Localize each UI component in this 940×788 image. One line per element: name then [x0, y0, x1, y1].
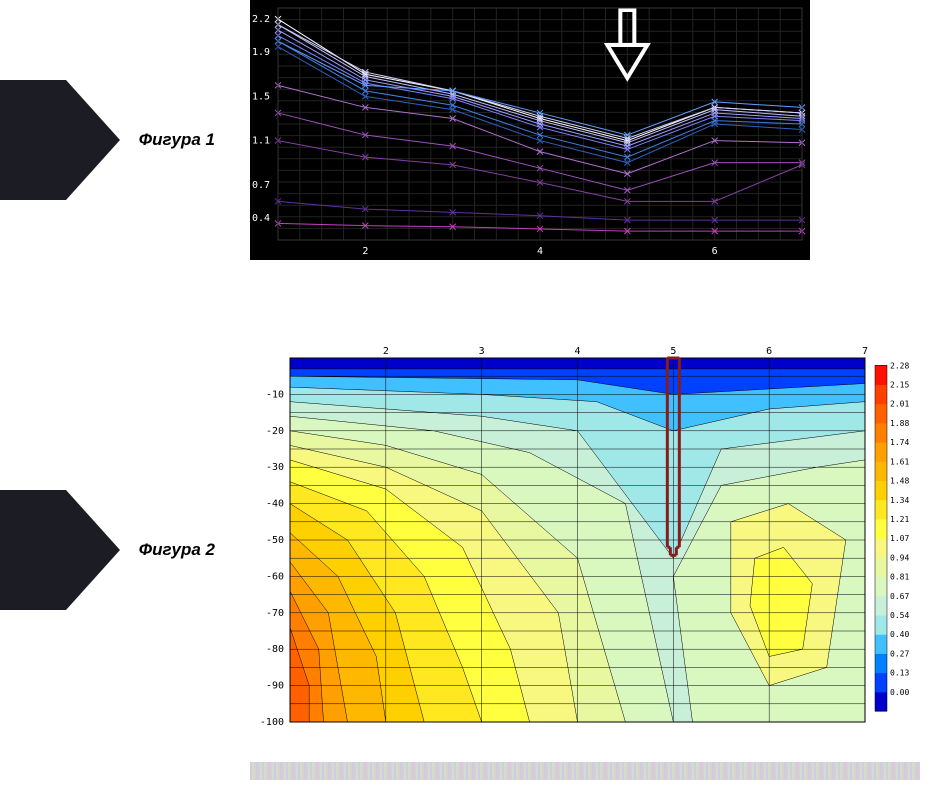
svg-text:7: 7	[862, 346, 868, 357]
svg-text:1.48: 1.48	[890, 477, 909, 486]
svg-text:0.13: 0.13	[890, 669, 909, 678]
svg-text:-70: -70	[266, 608, 284, 619]
svg-text:6: 6	[766, 346, 772, 357]
svg-text:5: 5	[670, 346, 676, 357]
svg-text:-60: -60	[266, 571, 284, 582]
svg-text:3: 3	[479, 346, 485, 357]
figure1-label-text: Фигура 1	[139, 130, 215, 150]
figure2-svg: 2 3 4 5 6 7 -10 -20 -30 -40 -50 -60 -70 -80 -90 -100 0.…	[250, 340, 920, 730]
figure2-contour-chart: 2 3 4 5 6 7 -10 -20 -30 -40 -50 -60 -70 -80 -90 -100 0.…	[250, 340, 920, 730]
svg-text:-20: -20	[266, 426, 284, 437]
svg-text:-50: -50	[266, 535, 284, 546]
svg-text:0.40: 0.40	[890, 630, 909, 639]
svg-text:1.07: 1.07	[890, 534, 909, 543]
svg-text:0.81: 0.81	[890, 573, 909, 582]
svg-text:0.00: 0.00	[890, 688, 909, 697]
svg-text:0.4: 0.4	[252, 213, 270, 224]
svg-text:2: 2	[383, 346, 389, 357]
svg-text:1.88: 1.88	[890, 419, 909, 428]
svg-text:1.9: 1.9	[252, 47, 270, 58]
figure1-line-chart: 2 4 6 0.4 0.7 1.1 1.5 1.9 2.2	[250, 0, 810, 260]
svg-text:0.27: 0.27	[890, 649, 909, 658]
svg-text:4: 4	[537, 246, 543, 257]
svg-text:2.15: 2.15	[890, 380, 909, 389]
svg-text:0.67: 0.67	[890, 592, 909, 601]
svg-text:-40: -40	[266, 499, 284, 510]
svg-text:4: 4	[574, 346, 580, 357]
figure2-label-text: Фигура 2	[139, 540, 215, 560]
svg-text:2: 2	[362, 246, 368, 257]
svg-text:-30: -30	[266, 462, 284, 473]
svg-text:1.1: 1.1	[252, 136, 270, 147]
svg-text:2.01: 2.01	[890, 400, 909, 409]
svg-text:0.54: 0.54	[890, 611, 909, 620]
svg-text:1.74: 1.74	[890, 438, 909, 447]
noise-strip	[250, 762, 920, 780]
svg-text:1.21: 1.21	[890, 515, 909, 524]
figure1-svg: 2 4 6 0.4 0.7 1.1 1.5 1.9 2.2	[250, 0, 810, 260]
svg-text:2.2: 2.2	[252, 14, 270, 25]
svg-text:0.94: 0.94	[890, 553, 909, 562]
svg-text:-90: -90	[266, 681, 284, 692]
svg-text:-10: -10	[266, 389, 284, 400]
svg-text:1.61: 1.61	[890, 457, 909, 466]
arrow-shape	[0, 80, 120, 200]
figure1-label-arrow: Фигура 1	[0, 80, 120, 200]
arrow-shape	[0, 490, 120, 610]
svg-text:-100: -100	[260, 717, 284, 728]
svg-text:-80: -80	[266, 644, 284, 655]
svg-text:6: 6	[712, 246, 718, 257]
svg-text:1.5: 1.5	[252, 91, 270, 102]
svg-text:2.28: 2.28	[890, 361, 909, 370]
svg-text:1.34: 1.34	[890, 496, 909, 505]
svg-text:0.7: 0.7	[252, 180, 270, 191]
figure2-label-arrow: Фигура 2	[0, 490, 120, 610]
